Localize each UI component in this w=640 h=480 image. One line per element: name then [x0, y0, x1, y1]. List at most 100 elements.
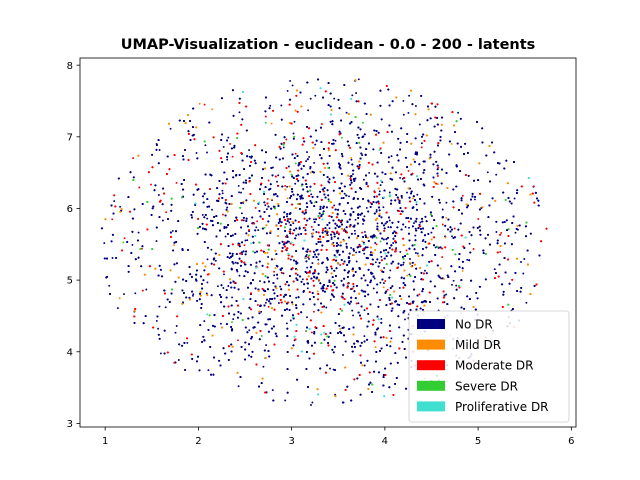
scatter-point [374, 261, 377, 264]
scatter-point [248, 329, 251, 332]
scatter-point [214, 259, 217, 262]
scatter-point [295, 296, 298, 299]
scatter-point [164, 306, 167, 309]
scatter-point [103, 242, 106, 245]
scatter-point [267, 256, 270, 258]
scatter-point [155, 319, 158, 322]
scatter-point [414, 105, 417, 107]
scatter-point [238, 191, 241, 194]
scatter-point [265, 208, 268, 211]
scatter-point [352, 173, 354, 176]
scatter-point [289, 79, 292, 82]
scatter-point [238, 111, 241, 114]
scatter-point [145, 288, 148, 291]
scatter-point [365, 206, 368, 209]
scatter-point [418, 123, 421, 126]
scatter-point [378, 190, 381, 193]
scatter-point [327, 198, 330, 201]
scatter-point [286, 234, 288, 237]
scatter-point [363, 230, 366, 233]
scatter-point [307, 109, 310, 112]
scatter-point [363, 215, 366, 218]
scatter-point [123, 293, 125, 296]
scatter-point [305, 160, 308, 163]
scatter-point [159, 352, 162, 355]
scatter-point [227, 136, 230, 139]
scatter-point [265, 344, 268, 347]
scatter-point [169, 127, 172, 130]
scatter-point [292, 132, 295, 135]
scatter-point [276, 180, 278, 183]
scatter-point [113, 200, 116, 203]
scatter-point [171, 229, 174, 232]
scatter-point [289, 258, 292, 261]
scatter-point [292, 222, 295, 225]
scatter-point [408, 273, 411, 276]
scatter-point [404, 318, 406, 321]
scatter-point [340, 197, 343, 200]
scatter-point [279, 285, 282, 288]
scatter-point [246, 239, 249, 242]
scatter-point [420, 142, 423, 145]
scatter-point [248, 155, 251, 158]
scatter-point [354, 218, 357, 221]
scatter-point [414, 227, 417, 230]
scatter-point [305, 253, 308, 256]
scatter-point [314, 94, 317, 97]
scatter-point [466, 258, 469, 261]
scatter-point [280, 221, 283, 224]
scatter-point [430, 231, 433, 234]
scatter-points [100, 78, 548, 406]
scatter-point [158, 305, 161, 308]
scatter-point [523, 258, 526, 260]
scatter-point [282, 272, 285, 275]
scatter-point [195, 152, 198, 154]
scatter-point [242, 187, 245, 190]
scatter-point [228, 257, 231, 260]
scatter-point [361, 154, 364, 157]
scatter-point [116, 307, 119, 310]
scatter-point [223, 273, 225, 276]
scatter-point [234, 261, 237, 264]
scatter-point [277, 174, 280, 177]
scatter-point [158, 149, 161, 151]
scatter-point [495, 231, 498, 233]
scatter-point [424, 269, 426, 272]
scatter-point [525, 301, 528, 304]
scatter-point [285, 322, 288, 325]
scatter-point [398, 286, 401, 289]
scatter-point [434, 246, 437, 249]
scatter-point [287, 165, 290, 168]
scatter-point [407, 111, 410, 114]
scatter-point [374, 241, 377, 244]
scatter-point [286, 185, 289, 188]
scatter-point [395, 247, 398, 250]
scatter-point [206, 217, 209, 220]
scatter-point [408, 94, 411, 97]
scatter-point [177, 359, 180, 361]
scatter-point [399, 176, 402, 179]
scatter-point [468, 242, 471, 245]
scatter-point [379, 281, 382, 284]
scatter-point [330, 267, 333, 270]
scatter-point [262, 365, 265, 368]
scatter-point [311, 262, 314, 265]
scatter-point [366, 246, 369, 249]
scatter-point [134, 292, 137, 295]
scatter-point [445, 201, 448, 204]
scatter-point [240, 191, 242, 194]
scatter-point [157, 327, 160, 330]
scatter-point [354, 232, 357, 235]
scatter-point [293, 120, 296, 123]
scatter-point [271, 389, 274, 392]
scatter-point [342, 354, 344, 356]
scatter-point [363, 252, 366, 255]
scatter-point [309, 97, 312, 100]
scatter-point [390, 155, 393, 158]
scatter-point [241, 253, 244, 256]
scatter-point [329, 367, 331, 370]
scatter-point [387, 161, 390, 163]
scatter-point [264, 301, 267, 304]
scatter-point [328, 181, 331, 184]
scatter-point [288, 221, 291, 224]
